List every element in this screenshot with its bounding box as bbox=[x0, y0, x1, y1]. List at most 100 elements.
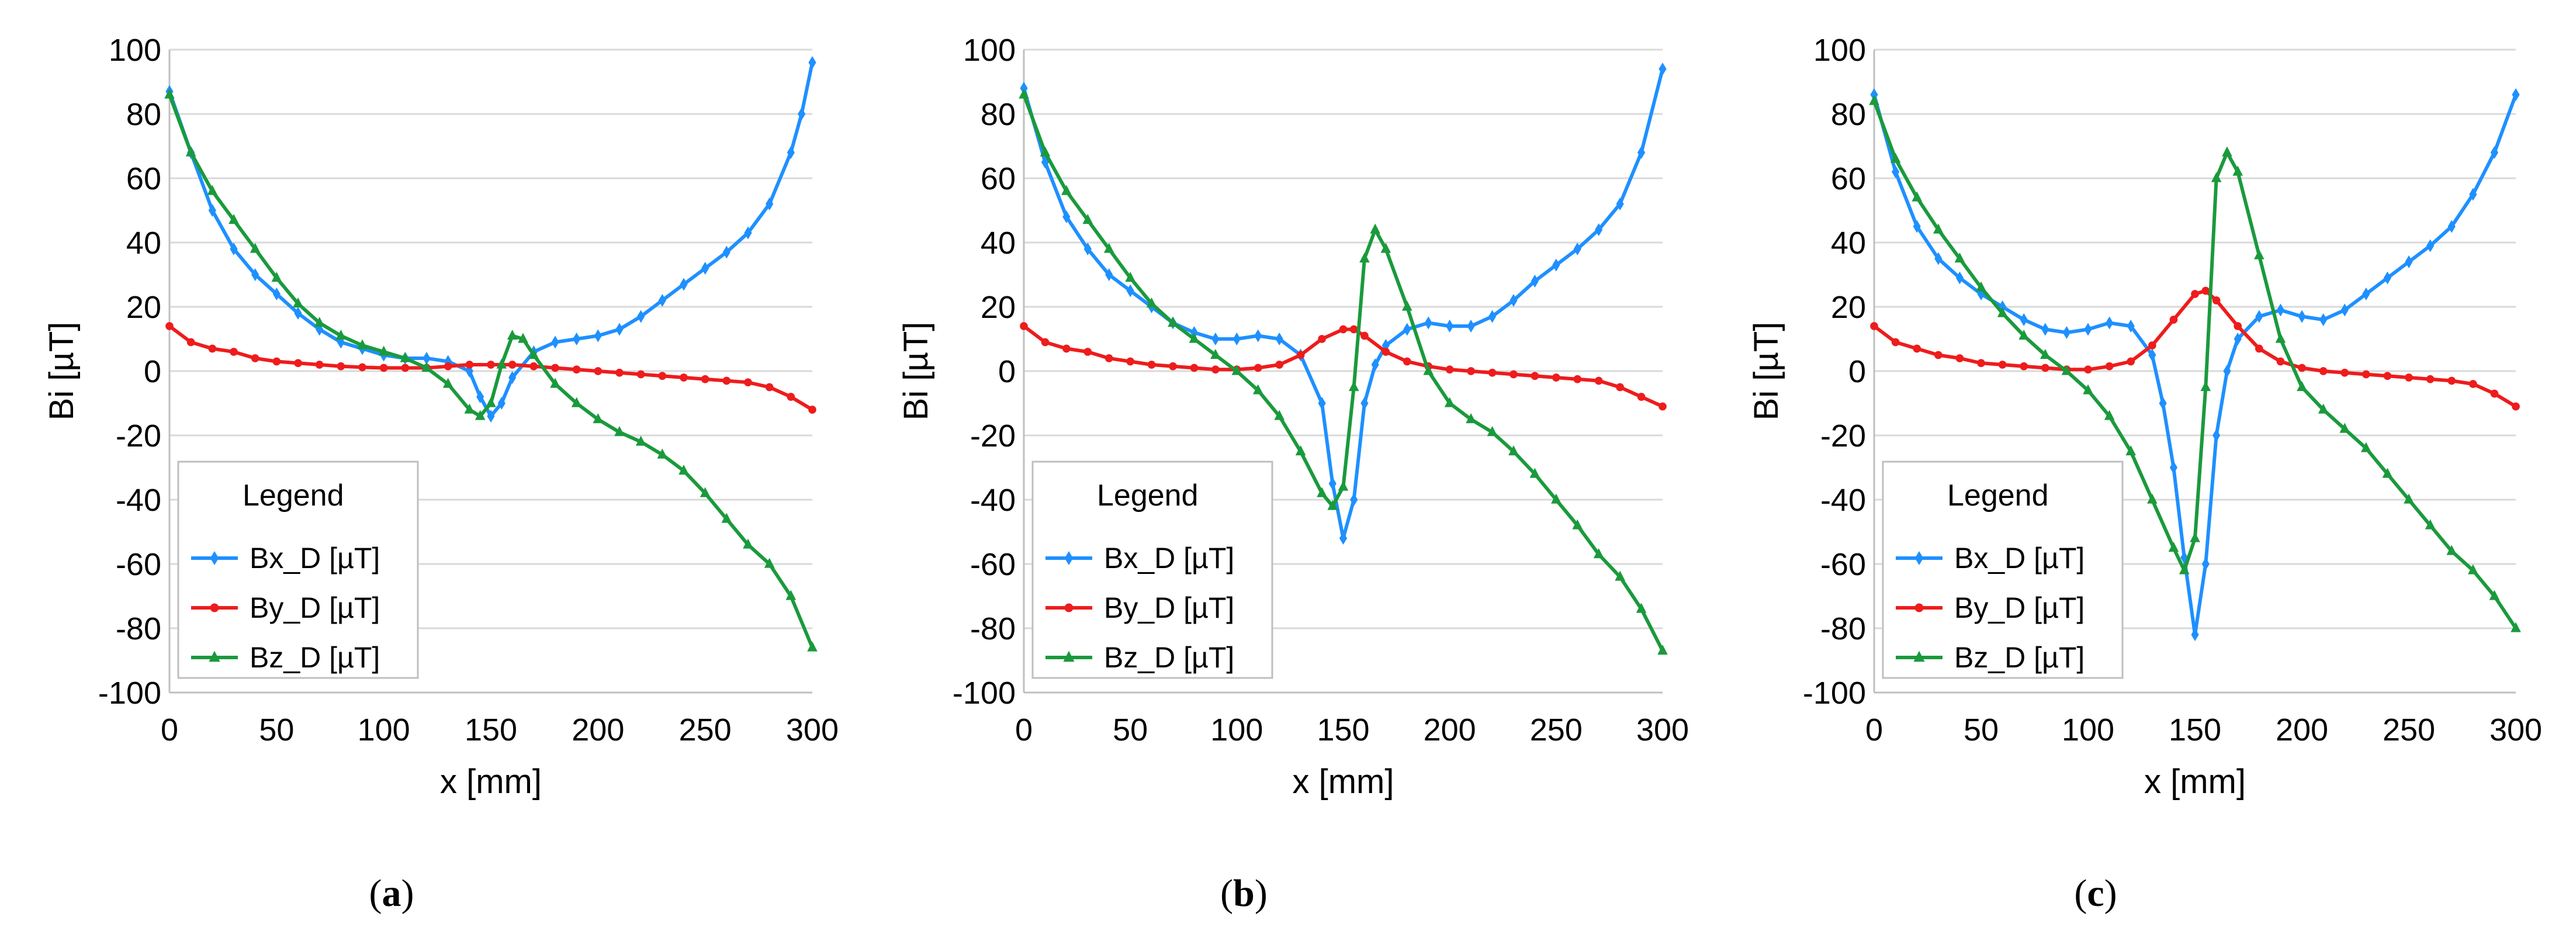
x-tick-label: 300 bbox=[1636, 712, 1689, 747]
data-point bbox=[1637, 146, 1646, 159]
legend-entry-label: Bx_D [µT] bbox=[1954, 542, 2085, 574]
data-point bbox=[2168, 542, 2179, 552]
data-point bbox=[1657, 645, 1668, 655]
data-point bbox=[228, 214, 239, 224]
data-point bbox=[701, 375, 709, 383]
data-point bbox=[1083, 243, 1092, 255]
data-point bbox=[1126, 284, 1134, 297]
data-point bbox=[2020, 362, 2028, 371]
x-tick-label: 0 bbox=[1015, 712, 1033, 747]
data-point bbox=[1211, 333, 1220, 345]
data-point bbox=[1317, 487, 1327, 497]
data-point bbox=[1531, 372, 1539, 380]
legend-swatch-marker bbox=[1064, 551, 1074, 565]
y-tick-label: -80 bbox=[970, 611, 1016, 646]
legend-title: Legend bbox=[243, 479, 344, 513]
data-point bbox=[1870, 322, 1878, 330]
data-point bbox=[2490, 389, 2499, 398]
data-point bbox=[2147, 493, 2158, 504]
data-point bbox=[1252, 384, 1263, 394]
data-point bbox=[1890, 153, 1901, 163]
data-point bbox=[1487, 426, 1498, 437]
data-point bbox=[2255, 344, 2263, 353]
data-point bbox=[1360, 397, 1369, 410]
data-point bbox=[476, 390, 484, 403]
data-point bbox=[1349, 325, 1358, 334]
data-point bbox=[637, 310, 645, 323]
data-point bbox=[2340, 303, 2349, 317]
data-point bbox=[1573, 243, 1581, 255]
data-point bbox=[2382, 468, 2393, 478]
legend-swatch-marker bbox=[1913, 650, 1925, 662]
data-point bbox=[528, 349, 539, 359]
y-tick-label: 80 bbox=[126, 97, 161, 132]
data-point bbox=[722, 245, 730, 259]
y-tick-label: 100 bbox=[1813, 33, 1866, 68]
data-point bbox=[1595, 223, 1603, 236]
data-point bbox=[658, 372, 667, 380]
legend-box bbox=[1031, 461, 1273, 679]
x-tick-label: 0 bbox=[1865, 712, 1883, 747]
data-point bbox=[421, 362, 432, 372]
data-point bbox=[2201, 286, 2210, 295]
data-point bbox=[250, 243, 261, 253]
x-tick-label: 150 bbox=[2169, 712, 2221, 747]
data-point bbox=[701, 262, 709, 275]
data-point bbox=[785, 590, 797, 600]
y-tick-label: 20 bbox=[126, 290, 161, 325]
data-point bbox=[764, 558, 775, 568]
data-point bbox=[2200, 381, 2211, 392]
data-point bbox=[1189, 333, 1200, 343]
data-point bbox=[2201, 558, 2210, 570]
data-point bbox=[2084, 365, 2092, 374]
data-point bbox=[2254, 249, 2265, 259]
data-point bbox=[2127, 320, 2135, 333]
data-point bbox=[2319, 367, 2328, 375]
x-tick-label: 50 bbox=[1964, 712, 1999, 747]
data-point bbox=[2040, 349, 2051, 359]
data-point bbox=[1339, 325, 1348, 334]
y-tick-label: 80 bbox=[981, 97, 1016, 132]
legend-title: Legend bbox=[1947, 479, 2049, 513]
data-point bbox=[1327, 500, 1338, 510]
data-point bbox=[335, 330, 347, 340]
legend-swatch-marker bbox=[1064, 603, 1074, 612]
data-point bbox=[1019, 88, 1029, 99]
data-point bbox=[1105, 268, 1113, 281]
data-point bbox=[2232, 165, 2243, 176]
data-point bbox=[1254, 364, 1262, 372]
data-point bbox=[2405, 255, 2413, 268]
data-point bbox=[700, 487, 711, 497]
data-point bbox=[1232, 333, 1241, 345]
data-point bbox=[2361, 442, 2371, 452]
data-point bbox=[1531, 275, 1539, 288]
data-point bbox=[1338, 480, 1349, 491]
y-tick-label: 40 bbox=[1831, 226, 1866, 261]
data-point bbox=[1403, 323, 1411, 336]
series-line-3 bbox=[1022, 94, 1664, 652]
x-tick-label: 250 bbox=[679, 712, 732, 747]
y-tick-label: 20 bbox=[1831, 290, 1866, 325]
data-point bbox=[1041, 155, 1050, 169]
data-point bbox=[1211, 365, 1220, 374]
data-point bbox=[1169, 362, 1177, 371]
y-axis-title: Bi [µT] bbox=[1747, 322, 1785, 421]
data-point bbox=[1083, 348, 1092, 356]
panel-label: (a) bbox=[369, 872, 414, 915]
data-point bbox=[2062, 326, 2071, 339]
legend-swatch-marker bbox=[1063, 650, 1075, 662]
y-tick-label: 0 bbox=[998, 354, 1016, 389]
data-point bbox=[744, 378, 752, 387]
data-point bbox=[1552, 258, 1560, 272]
series-line-2 bbox=[1023, 324, 1664, 409]
data-point bbox=[573, 333, 581, 345]
data-point bbox=[2179, 564, 2190, 574]
data-point bbox=[165, 322, 174, 330]
data-point bbox=[721, 513, 732, 523]
data-point bbox=[551, 364, 559, 372]
data-point bbox=[1103, 243, 1114, 253]
data-point bbox=[1615, 570, 1625, 581]
data-point bbox=[2148, 341, 2156, 349]
data-point bbox=[2190, 532, 2200, 542]
